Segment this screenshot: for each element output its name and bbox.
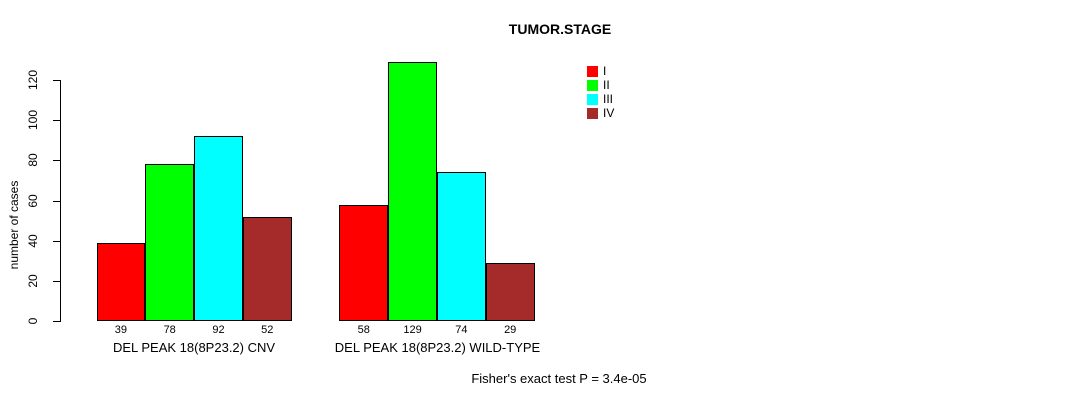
legend-row: I	[587, 64, 614, 78]
bar-value-label: 78	[163, 324, 176, 336]
legend-swatch	[587, 66, 598, 77]
chart-title: TUMOR.STAGE	[508, 21, 612, 37]
legend-row: IV	[587, 106, 615, 120]
bar-stage-IV-group-1	[242, 216, 292, 321]
legend-swatch	[587, 108, 598, 119]
y-tick-label: 100	[26, 110, 40, 131]
bar-value-label: 74	[455, 324, 468, 336]
bar-stage-II-group-2	[388, 61, 437, 321]
legend-label: III	[603, 92, 614, 106]
y-tick-mark	[53, 321, 61, 322]
y-tick-label: 40	[26, 233, 40, 248]
annotation-text: Fisher's exact test P = 3.4e-05	[471, 371, 647, 386]
bar-stage-IV-group-2	[485, 262, 535, 321]
bar-value-label: 39	[114, 324, 128, 336]
y-tick-mark	[53, 280, 61, 282]
y-tick-label: 60	[26, 193, 40, 208]
bar-stage-III-group-2	[437, 172, 486, 321]
bar-stage-I-group-2	[339, 204, 389, 321]
y-tick-label: 80	[26, 153, 40, 168]
y-tick-mark	[53, 160, 61, 162]
legend-row: III	[587, 92, 614, 106]
y-tick-mark	[53, 240, 61, 242]
y-axis-label: number of cases	[7, 180, 21, 270]
bar-value-label: 92	[212, 324, 225, 336]
bar-value-label: 29	[504, 324, 517, 336]
y-tick-mark	[53, 200, 61, 202]
legend-row: II	[587, 78, 614, 92]
y-tick-mark	[53, 80, 61, 81]
category-label: DEL PEAK 18(8P23.2) CNV	[112, 340, 276, 355]
legend-label: II	[603, 78, 610, 92]
bar-stage-II-group-1	[145, 164, 195, 321]
y-tick-label: 120	[26, 69, 40, 91]
legend: I II III IV	[587, 64, 615, 120]
category-label: DEL PEAK 18(8P23.2) WILD-TYPE	[334, 340, 541, 355]
bar-stage-III-group-1	[194, 136, 243, 321]
bar-value-label: 58	[357, 324, 370, 336]
legend-swatch	[587, 94, 598, 105]
legend-swatch	[587, 80, 598, 91]
legend-label: I	[603, 64, 607, 78]
y-tick-mark	[53, 120, 61, 122]
y-tick-label: 0	[26, 317, 40, 325]
bar-stage-I-group-1	[96, 242, 146, 321]
legend-label: IV	[603, 106, 615, 120]
bar-value-label: 52	[261, 324, 274, 336]
y-tick-label: 20	[26, 274, 40, 288]
bar-value-label: 129	[403, 324, 422, 336]
